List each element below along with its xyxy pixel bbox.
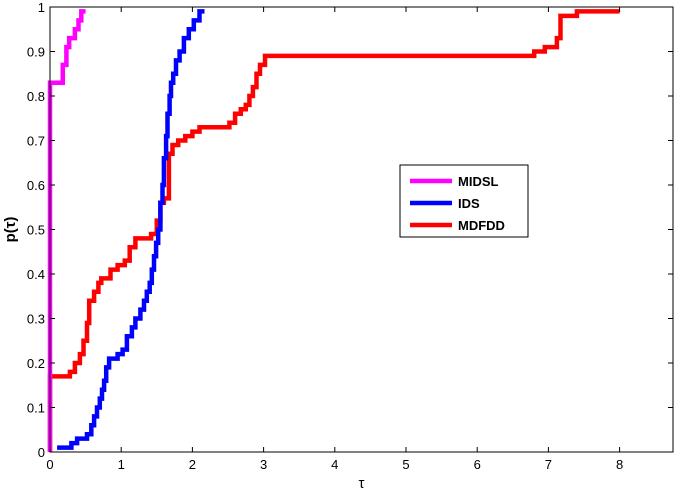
axis-ticks [49,6,673,453]
y-tick-label: 0.7 [27,134,45,149]
series-line-ids [57,9,205,450]
y-tick-label: 0.3 [27,312,45,327]
x-axis-label: τ [359,475,365,490]
y-tick-label: 0.4 [27,267,45,282]
y-tick-label: 0 [38,445,45,460]
y-tick-label: 0.8 [27,89,45,104]
legend-label-ids: IDS [458,196,480,211]
y-tick-label: 0.9 [27,45,45,60]
y-axis-label: p(τ) [2,217,19,243]
x-tick-label: 8 [616,457,623,472]
series-line-midsl [47,9,86,452]
y-tick-label: 0.1 [27,401,45,416]
legend-label-midsl: MIDSL [458,174,499,189]
series-lines [47,9,620,452]
x-tick-label: 3 [260,457,267,472]
x-tick-label: 5 [402,457,409,472]
axis-tick-labels: 0 1 2 3 4 5 6 7 8 0 0.1 0.2 0.3 0.4 0.5 0.6 0.7 0.8 0.9 1 [27,0,623,472]
legend: MIDSL IDS MDFDD [399,164,529,238]
y-tick-label: 0.2 [27,356,45,371]
x-tick-label: 0 [46,457,53,472]
y-tick-label: 1 [38,0,45,15]
x-tick-label: 1 [118,457,125,472]
x-tick-label: 7 [545,457,552,472]
series-line-mdfdd [47,9,620,452]
x-tick-label: 2 [189,457,196,472]
y-tick-label: 0.6 [27,178,45,193]
legend-label-mdfdd: MDFDD [458,218,505,233]
x-tick-label: 4 [331,457,338,472]
plot-area-frame [49,6,674,453]
y-tick-label: 0.5 [27,223,45,238]
x-tick-label: 6 [474,457,481,472]
